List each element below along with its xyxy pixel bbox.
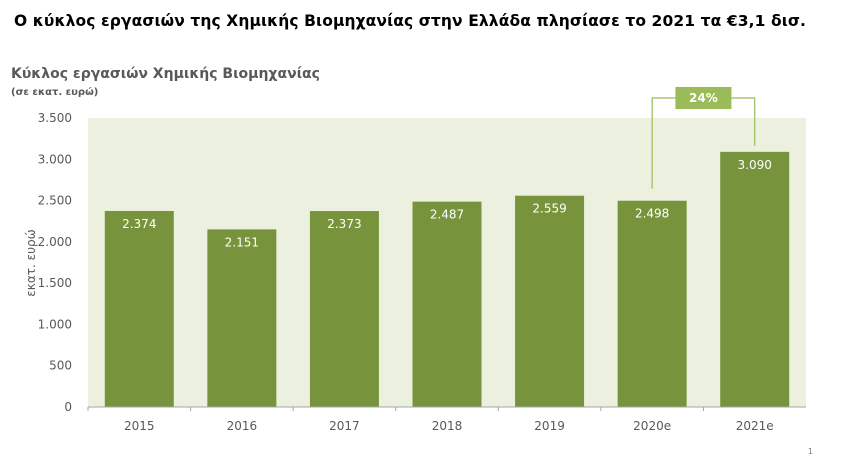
y-tick-label: 1.000 <box>38 317 72 331</box>
data-label: 2.373 <box>327 217 361 231</box>
x-tick-label: 2016 <box>227 419 258 433</box>
y-tick-label: 0 <box>64 400 72 414</box>
y-axis-label: εκατ. ευρώ <box>24 229 38 296</box>
growth-annotation: 24% <box>651 87 756 189</box>
bar <box>309 211 379 407</box>
data-label: 2.487 <box>430 208 464 222</box>
bar <box>617 200 687 407</box>
bar <box>515 195 585 407</box>
bar <box>104 210 174 407</box>
bar <box>720 151 790 407</box>
x-tick-label: 2019 <box>534 419 565 433</box>
data-label: 3.090 <box>738 158 772 172</box>
chart-subtitle: (σε εκατ. ευρώ) <box>11 87 99 98</box>
bar <box>412 201 482 407</box>
y-axis-ticks: 0 500 1.000 1.500 2.000 2.500 3.000 3.500 <box>38 111 72 414</box>
y-tick-label: 2.500 <box>38 194 72 208</box>
x-tick-label: 2018 <box>432 419 463 433</box>
bars: 2.374 2.151 2.373 2.487 2.559 2.498 3.090 <box>104 151 790 407</box>
data-label: 2.374 <box>122 217 156 231</box>
x-tick-label: 2017 <box>329 419 360 433</box>
x-tick-label: 2021e <box>736 419 774 433</box>
y-tick-label: 2.000 <box>38 235 72 249</box>
data-label: 2.151 <box>225 235 259 249</box>
page-headline: Ο κύκλος εργασιών της Χημικής Βιομηχανία… <box>14 12 807 30</box>
x-tick-label: 2020e <box>633 419 671 433</box>
data-label: 2.559 <box>532 202 566 216</box>
x-axis-ticks: 2015 2016 2017 2018 2019 2020e 2021e <box>87 407 774 433</box>
y-tick-label: 3.500 <box>38 111 72 125</box>
bar <box>207 229 277 407</box>
chart-title: Κύκλος εργασιών Χημικής Βιομηχανίας <box>11 66 320 82</box>
x-tick-label: 2015 <box>124 419 155 433</box>
y-tick-label: 500 <box>49 359 72 373</box>
y-tick-label: 3.000 <box>38 152 72 166</box>
y-tick-label: 1.500 <box>38 276 72 290</box>
growth-box <box>675 87 732 109</box>
data-label: 2.498 <box>635 207 669 221</box>
growth-label: 24% <box>689 91 718 105</box>
page-number: 1 <box>807 447 813 456</box>
